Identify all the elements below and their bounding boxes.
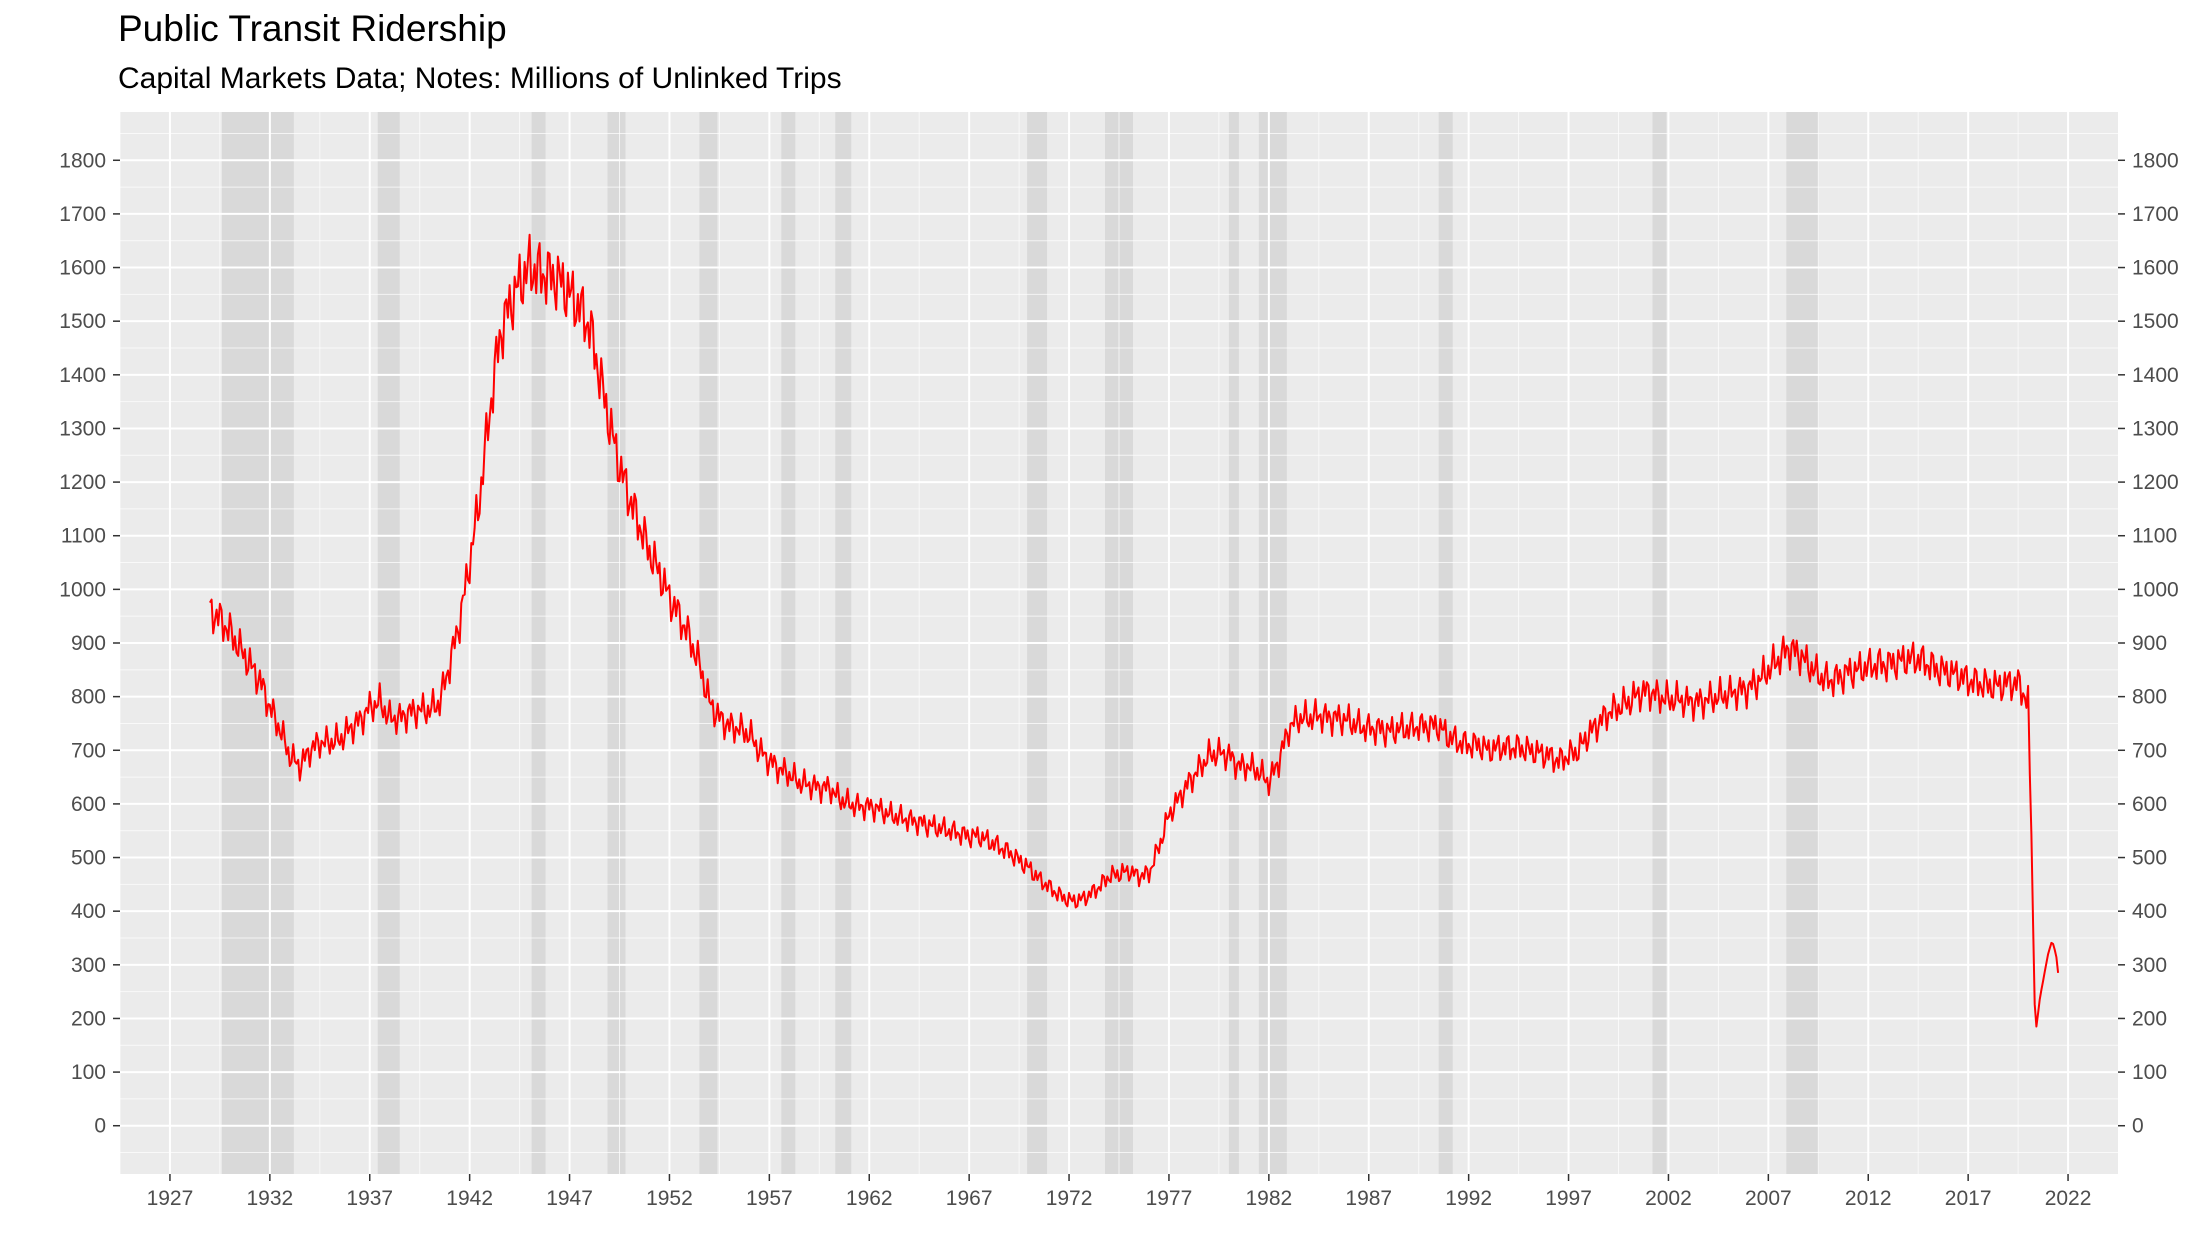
y-tick-label-right: 1200	[2132, 471, 2179, 494]
y-tick-label-left: 700	[71, 739, 106, 762]
y-tick-label-left: 1500	[59, 310, 106, 333]
y-tick-label-left: 200	[71, 1007, 106, 1030]
y-tick-label-right: 600	[2132, 793, 2167, 816]
y-tick-label-right: 900	[2132, 632, 2167, 655]
x-tick-label: 2002	[1645, 1187, 1692, 1210]
x-tick-label: 2017	[1945, 1187, 1992, 1210]
y-tick-label-right: 1000	[2132, 578, 2179, 601]
x-tick-label: 2007	[1745, 1187, 1792, 1210]
x-tick-label: 2022	[2045, 1187, 2092, 1210]
y-tick-label-left: 400	[71, 900, 106, 923]
y-tick-label-right: 800	[2132, 686, 2167, 709]
x-tick-label: 1937	[346, 1187, 393, 1210]
y-tick-label-right: 100	[2132, 1061, 2167, 1084]
y-tick-label-right: 400	[2132, 900, 2167, 923]
y-tick-label-right: 300	[2132, 954, 2167, 977]
y-tick-label-right: 700	[2132, 739, 2167, 762]
y-tick-label-right: 1600	[2132, 257, 2179, 280]
y-tick-label-left: 1100	[61, 525, 106, 548]
x-tick-label: 1982	[1245, 1187, 1292, 1210]
y-tick-label-right: 0	[2132, 1115, 2144, 1138]
y-tick-label-right: 1700	[2132, 203, 2179, 226]
x-tick-label: 1972	[1046, 1187, 1093, 1210]
x-tick-label: 1952	[646, 1187, 693, 1210]
y-tick-label-left: 1200	[59, 471, 106, 494]
x-tick-label: 1932	[246, 1187, 293, 1210]
y-tick-label-left: 300	[71, 954, 106, 977]
y-tick-label-right: 500	[2132, 847, 2167, 870]
y-tick-label-left: 1700	[59, 203, 106, 226]
x-tick-label: 1947	[546, 1187, 593, 1210]
y-tick-label-left: 100	[71, 1061, 106, 1084]
x-tick-label: 1967	[946, 1187, 993, 1210]
y-tick-label-left: 1400	[59, 364, 106, 387]
chart-title: Public Transit Ridership	[118, 8, 507, 49]
grid-lines	[119, 112, 2118, 1174]
y-tick-label-left: 1600	[59, 257, 106, 280]
x-tick-label: 2012	[1845, 1187, 1892, 1210]
chart-subtitle: Capital Markets Data; Notes: Millions of…	[118, 62, 842, 95]
y-tick-label-right: 1400	[2132, 364, 2179, 387]
x-tick-label: 1987	[1345, 1187, 1392, 1210]
y-tick-label-right: 1500	[2132, 310, 2179, 333]
axes: 1927 1932 1937 1942 1947 1952 1957 1962 1967 1972…	[59, 149, 2178, 1210]
y-tick-label-left: 1300	[59, 417, 106, 440]
x-tick-label: 1977	[1146, 1187, 1193, 1210]
y-tick-label-left: 500	[71, 847, 106, 870]
x-tick-label: 1927	[147, 1187, 194, 1210]
x-tick-label: 1997	[1545, 1187, 1592, 1210]
y-tick-label-right: 1100	[2132, 525, 2177, 548]
x-tick-label: 1962	[846, 1187, 893, 1210]
x-tick-label: 1942	[446, 1187, 493, 1210]
y-tick-label-left: 800	[71, 686, 106, 709]
series-lines	[209, 233, 2060, 1028]
y-tick-label-right: 200	[2132, 1007, 2167, 1030]
y-tick-label-right: 1800	[2132, 149, 2179, 172]
x-tick-label: 1992	[1445, 1187, 1492, 1210]
y-tick-label-left: 0	[94, 1115, 106, 1138]
y-tick-label-left: 1000	[59, 578, 106, 601]
y-tick-label-left: 1800	[59, 149, 106, 172]
y-tick-label-right: 1300	[2132, 417, 2179, 440]
x-tick-label: 1957	[746, 1187, 793, 1210]
series-line	[209, 233, 2060, 1028]
y-tick-label-left: 600	[71, 793, 106, 816]
y-tick-label-left: 900	[71, 632, 106, 655]
